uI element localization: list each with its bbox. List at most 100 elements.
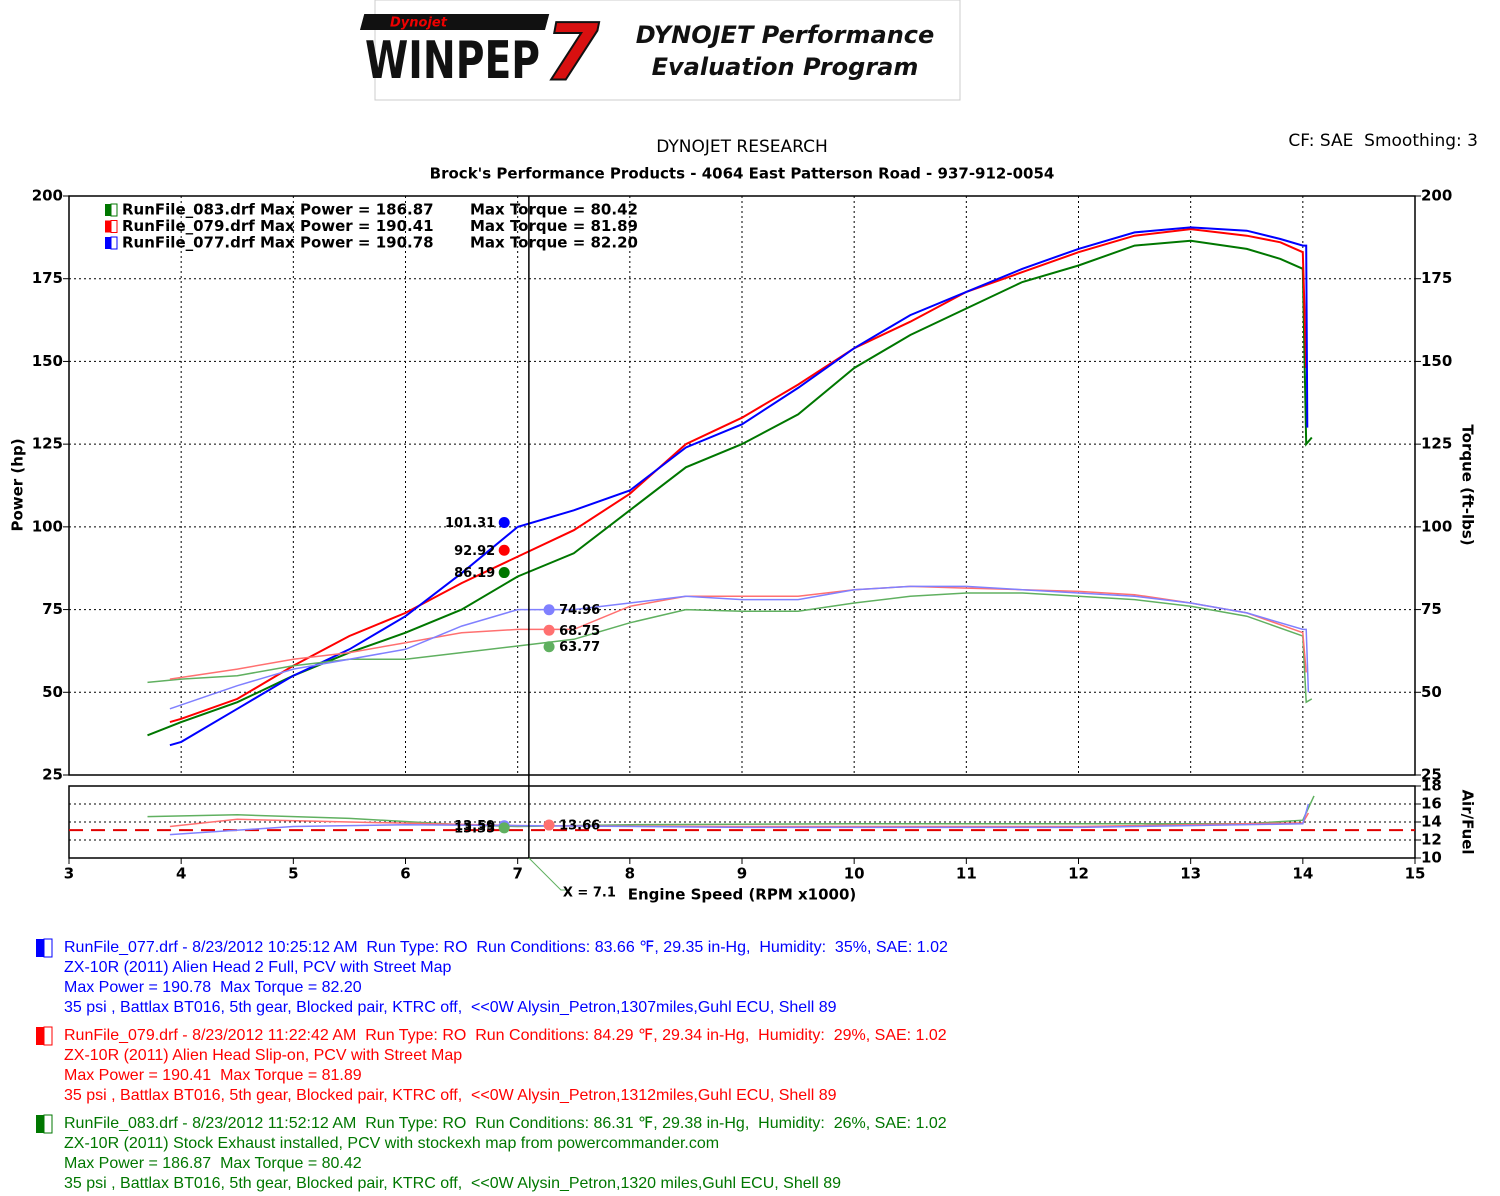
y2-tick-label: 150 — [1421, 352, 1452, 370]
x-tick-label: 9 — [737, 865, 747, 883]
legend-label: Max Torque = 81.89 — [470, 217, 638, 235]
y-tick-label: 150 — [32, 352, 63, 370]
run-line: 35 psi , Battlax BT016, 5th gear, Blocke… — [64, 1087, 837, 1104]
cursor-value: 101.31 — [445, 516, 495, 531]
run-line: 35 psi , Battlax BT016, 5th gear, Blocke… — [64, 999, 837, 1016]
y2-tick-label: 100 — [1421, 517, 1452, 535]
run-swatch — [36, 1115, 44, 1133]
x-tick-label: 4 — [176, 865, 186, 883]
run-line: ZX-10R (2011) Alien Head Slip-on, PCV wi… — [64, 1047, 462, 1064]
x-tick-label: 15 — [1405, 865, 1426, 883]
series-line — [169, 226, 1309, 747]
y-tick-label: 50 — [42, 683, 63, 701]
run-line: RunFile_083.drf - 8/23/2012 11:52:12 AM … — [64, 1115, 947, 1132]
legend-swatch — [105, 237, 111, 249]
series-line — [169, 228, 1308, 724]
chart-note: CF: SAE Smoothing: 3 — [1288, 131, 1478, 151]
legend-label: RunFile_083.drf Max Power = 186.87 — [122, 201, 434, 219]
run-swatch — [43, 1114, 53, 1134]
cursor-point — [543, 604, 555, 616]
run-line: ZX-10R (2011) Alien Head 2 Full, PCV wit… — [64, 959, 452, 976]
logo-number: 7 — [545, 8, 600, 98]
legend-swatch — [105, 220, 111, 233]
afr-tick-label: 14 — [1421, 813, 1442, 831]
cursor-point — [498, 544, 510, 556]
x-tick-label: 6 — [400, 865, 410, 883]
x-tick-label: 13 — [1180, 865, 1201, 883]
run-swatch — [36, 1027, 44, 1045]
legend-label: Max Torque = 82.20 — [470, 234, 638, 252]
logo-brand: Dynojet — [390, 16, 448, 31]
legend-swatch — [105, 204, 111, 216]
cursor-point — [543, 641, 555, 653]
legend-label: RunFile_079.drf Max Power = 190.41 — [122, 217, 434, 235]
afr-tick-label: 12 — [1421, 831, 1442, 849]
cursor-value: 68.75 — [559, 624, 600, 639]
y2-tick-label: 125 — [1421, 435, 1452, 453]
cursor-value: 63.77 — [559, 640, 600, 655]
series-line — [147, 795, 1315, 828]
y-tick-label: 100 — [32, 517, 63, 535]
run-line: Max Power = 190.41 Max Torque = 81.89 — [64, 1067, 362, 1084]
y2-tick-label: 175 — [1421, 269, 1452, 287]
chart-title: DYNOJET RESEARCH — [656, 137, 828, 157]
y-tick-label: 125 — [32, 435, 63, 453]
cursor-point — [498, 822, 510, 834]
x-tick-label: 12 — [1068, 865, 1089, 883]
series-line — [169, 585, 1310, 710]
logo: Dynojet WINPEP 7 DYNOJET Performance Eva… — [359, 0, 961, 101]
logo-banner — [359, 14, 550, 30]
afr-tick-label: 16 — [1421, 795, 1442, 813]
legend-label: Max Torque = 80.42 — [470, 201, 638, 219]
y-tick-label: 175 — [32, 269, 63, 287]
run-line: ZX-10R (2011) Stock Exhaust installed, P… — [64, 1135, 719, 1152]
run-swatch — [43, 938, 53, 958]
run-swatch — [43, 1026, 53, 1046]
run-line: 35 psi , Battlax BT016, 5th gear, Blocke… — [64, 1175, 841, 1192]
y2-tick-label: 75 — [1421, 600, 1442, 618]
cursor-point — [543, 819, 555, 831]
y-tick-label: 75 — [42, 600, 63, 618]
cursor-point — [543, 624, 555, 636]
cursor-value: 13.35 — [454, 821, 495, 836]
afr-axis-title: Air/Fuel — [1459, 789, 1477, 854]
y2-axis-title: Torque (ft-lbs) — [1459, 424, 1477, 545]
y-axis-title: Power (hp) — [9, 438, 27, 531]
logo-line: DYNOJET Performance — [636, 21, 935, 49]
legend-swatch — [110, 220, 118, 233]
x-tick-label: 14 — [1292, 865, 1313, 883]
y2-tick-label: 25 — [1421, 766, 1442, 784]
y-tick-label: 200 — [32, 187, 63, 205]
cursor-value: 92.92 — [454, 544, 495, 559]
x-tick-label: 5 — [288, 865, 298, 883]
series-line — [169, 585, 1307, 680]
legend-label: RunFile_077.drf Max Power = 190.78 — [122, 234, 434, 252]
cursor-leader — [528, 857, 569, 891]
run-line: Max Power = 186.87 Max Torque = 80.42 — [64, 1155, 362, 1172]
x-tick-label: 10 — [844, 865, 865, 883]
run-line: RunFile_077.drf - 8/23/2012 10:25:12 AM … — [64, 939, 948, 956]
cursor-value: 13.66 — [559, 819, 600, 834]
y2-tick-label: 50 — [1421, 683, 1442, 701]
chart-subtitle: Brock's Performance Products - 4064 East… — [430, 165, 1055, 183]
logo-line: Evaluation Program — [652, 53, 919, 81]
cursor-label: X = 7.1 — [563, 886, 616, 901]
afr-tick-label: 18 — [1421, 777, 1442, 795]
x-tick-label: 8 — [625, 865, 635, 883]
cursor-point — [498, 567, 510, 579]
x-tick-label: 3 — [64, 865, 74, 883]
run-line: RunFile_079.drf - 8/23/2012 11:22:42 AM … — [64, 1027, 947, 1044]
cursor-value: 13.59 — [454, 819, 495, 834]
run-swatch — [36, 939, 44, 957]
legend-swatch — [110, 203, 118, 217]
x-tick-label: 11 — [956, 865, 977, 883]
cursor-value: 74.96 — [559, 603, 600, 618]
x-tick-label: 7 — [512, 865, 522, 883]
y2-tick-label: 200 — [1421, 187, 1452, 205]
logo-name: WINPEP — [365, 31, 540, 91]
x-axis-title: Engine Speed (RPM x1000) — [628, 886, 857, 904]
y-tick-label: 25 — [42, 766, 63, 784]
afr-tick-label: 10 — [1421, 849, 1442, 867]
